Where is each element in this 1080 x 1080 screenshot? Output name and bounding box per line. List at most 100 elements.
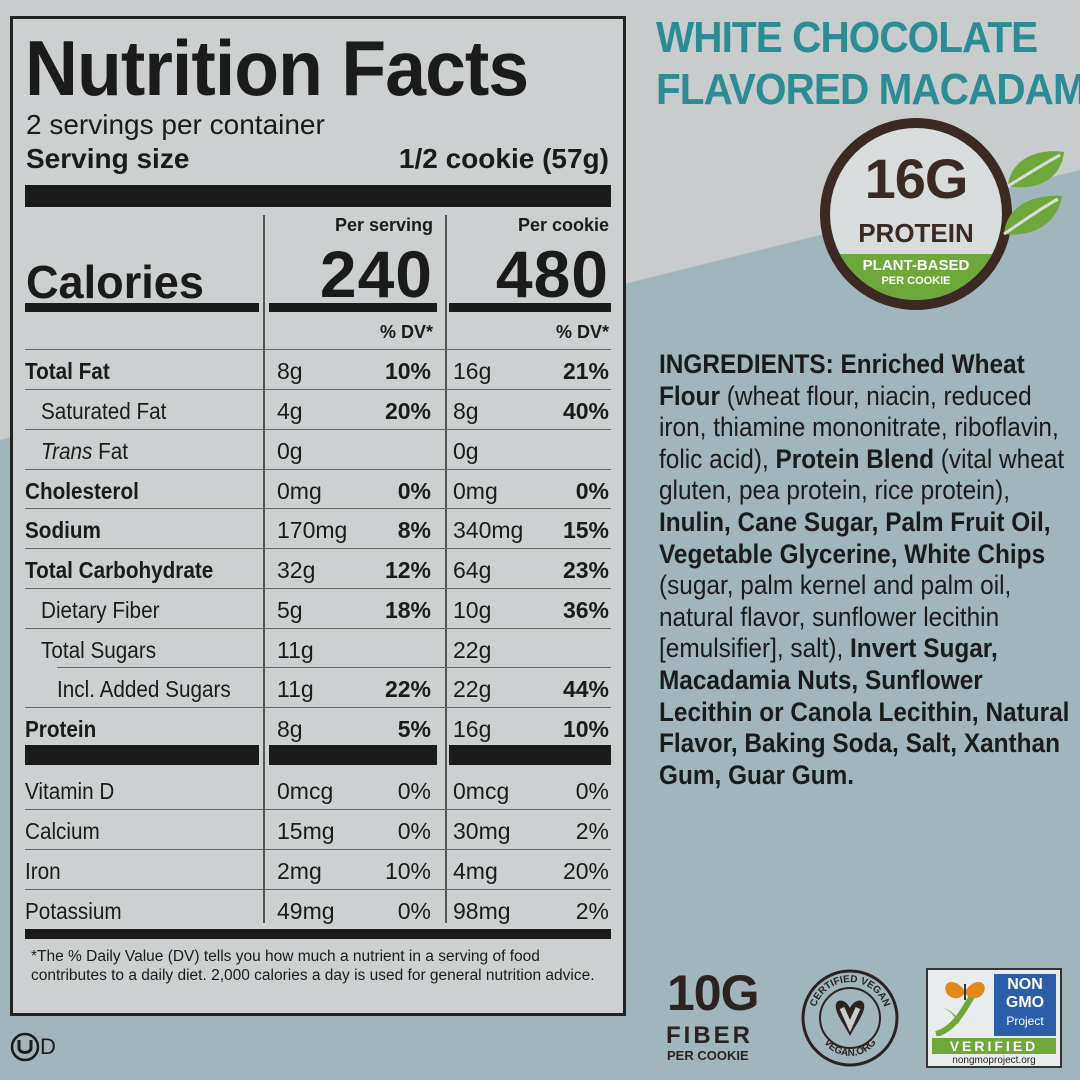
ingredient-bold: Inulin, Cane Sugar, Palm Fruit Oil, Vege…: [659, 506, 1051, 569]
nutrition-facts-panel: Nutrition Facts 2 servings per container…: [10, 16, 626, 1016]
leaf-icon: [1003, 151, 1064, 236]
serving-size-label: Serving size: [26, 143, 190, 174]
fiber-label: FIBER: [666, 1022, 753, 1049]
ingredient-bold: Protein Blend: [775, 443, 935, 474]
dv-per-serving: 18%: [384, 597, 431, 623]
non-gmo-verified-badge: NON GMO Project VERIFIED nongmoproject.o…: [926, 968, 1062, 1068]
dv-per-serving: 0%: [397, 898, 431, 924]
amount-per-cookie: 30mg: [453, 818, 511, 844]
dv-per-cookie: 23%: [562, 557, 609, 583]
divider-top: [25, 185, 611, 207]
row-divider: [25, 809, 611, 810]
protein-label: PROTEIN: [858, 218, 974, 248]
amount-per-serving: 170mg: [277, 517, 348, 543]
amount-per-cookie: 0mcg: [453, 778, 510, 804]
amount-per-cookie: 98mg: [453, 898, 511, 924]
amount-per-cookie: 4mg: [453, 858, 498, 884]
dv-per-serving: 20%: [384, 398, 431, 424]
amount-per-serving: 0mcg: [277, 778, 334, 804]
amount-per-cookie: 64g: [453, 557, 492, 583]
calories-per-serving: 240: [319, 237, 433, 311]
protein-badge: 16G PROTEIN PLANT-BASED PER COOKIE: [820, 118, 1012, 310]
trans-italic: Trans: [41, 438, 93, 464]
dv-per-serving: 0%: [397, 778, 431, 804]
divider-calories: [25, 303, 259, 312]
gmo-blue-box: [994, 974, 1056, 1036]
dv-per-cookie: 2%: [575, 818, 609, 844]
amount-per-cookie: 0g: [453, 438, 479, 464]
amount-per-serving: 49mg: [277, 898, 335, 924]
amount-per-cookie: 8g: [453, 398, 479, 424]
amount-per-serving: 11g: [277, 676, 314, 702]
amount-per-cookie: 22g: [453, 637, 492, 663]
dv-header: % DV*: [379, 322, 433, 342]
butterfly-icon: [935, 981, 985, 1036]
vegan-bottom-text: VEGAN.ORG: [821, 1037, 878, 1059]
serving-size-value: 1/2 cookie (57g): [398, 143, 609, 174]
dv-header: % DV*: [555, 322, 609, 342]
row-divider: [57, 667, 611, 668]
gmo-verified-band: [932, 1038, 1056, 1054]
nutrient-name: Dietary Fiber: [41, 597, 160, 623]
ingredient-detail: (sugar, palm kernel and palm oil, natura…: [659, 570, 1012, 664]
row-divider: [25, 628, 611, 629]
amount-per-cookie: 16g: [453, 716, 492, 742]
amount-per-serving: 0g: [277, 438, 303, 464]
nutrient-row: Vitamin D 0mcg 0% 0mcg 0%: [13, 771, 623, 810]
amount-per-serving: 32g: [277, 557, 316, 583]
amount-per-serving: 8g: [277, 716, 303, 742]
amount-per-serving: 8g: [277, 358, 303, 384]
svg-text:CERTIFIED VEGAN: CERTIFIED VEGAN: [808, 974, 892, 1009]
amount-per-serving: 11g: [277, 637, 314, 663]
nutrient-row: Total Fat 8g 10% 16g 21%: [13, 351, 623, 390]
row-divider: [25, 849, 611, 850]
dv-per-cookie: 36%: [562, 597, 609, 623]
dv-per-cookie: 40%: [562, 398, 609, 424]
dv-per-cookie: 21%: [562, 358, 609, 384]
divider-vitamins: [449, 745, 611, 765]
row-divider: [25, 508, 611, 509]
nutrient-name: Potassium: [25, 898, 122, 924]
amount-per-cookie: 16g: [453, 358, 492, 384]
nutrient-name: Protein: [25, 716, 97, 742]
daily-value-footnote: *The % Daily Value (DV) tells you how mu…: [31, 948, 595, 984]
nutrient-row: Incl. Added Sugars 11g 22% 22g 44%: [13, 669, 623, 708]
nutrient-name: Total Carbohydrate: [25, 557, 214, 583]
amount-per-serving: 4g: [277, 398, 303, 424]
nutrient-row: Saturated Fat 4g 20% 8g 40%: [13, 391, 623, 430]
dv-per-cookie: 0%: [575, 478, 609, 504]
divider-vitamins: [269, 745, 437, 765]
nutrient-row: Potassium 49mg 0% 98mg 2%: [13, 891, 623, 930]
divider-calories: [269, 303, 437, 312]
amount-per-serving: 0mg: [277, 478, 322, 504]
flavor-line-1: WHITE CHOCOLATE: [656, 13, 1038, 62]
amount-per-serving: 15mg: [277, 818, 335, 844]
amount-per-cookie: 10g: [453, 597, 492, 623]
row-divider: [25, 548, 611, 549]
nutrient-name: Cholesterol: [25, 478, 139, 504]
nutrient-row: Trans Fat 0g 0g: [13, 431, 623, 470]
column-divider: [263, 215, 265, 923]
dv-per-cookie: 2%: [575, 898, 609, 924]
row-divider: [25, 588, 611, 589]
dv-per-cookie: 10%: [562, 716, 609, 742]
plant-based-label: PLANT-BASED: [862, 257, 970, 274]
row-divider: [25, 429, 611, 430]
gmo-verified: VERIFIED: [949, 1038, 1039, 1054]
dv-per-serving: 10%: [384, 858, 431, 884]
dv-per-serving: 12%: [384, 557, 431, 583]
svg-text:VEGAN.ORG: VEGAN.ORG: [821, 1037, 878, 1059]
nutrient-name: Total Fat: [25, 358, 110, 384]
nutrient-row: Total Sugars 11g 22g: [13, 630, 623, 669]
per-cookie-header: Per cookie: [517, 215, 609, 235]
nutrient-row: Iron 2mg 10% 4mg 20%: [13, 851, 623, 890]
nutrient-name: Saturated Fat: [41, 398, 167, 424]
row-divider: [25, 349, 611, 350]
kosher-u-icon: [10, 1032, 40, 1062]
flavor-line-2: FLAVORED MACADAMIA: [656, 65, 1080, 114]
nutrient-name: Iron: [25, 858, 61, 884]
kosher-dairy-symbol: D: [10, 1032, 56, 1062]
amount-per-serving: 2mg: [277, 858, 322, 884]
amount-per-cookie: 22g: [453, 676, 492, 702]
row-divider: [25, 469, 611, 470]
